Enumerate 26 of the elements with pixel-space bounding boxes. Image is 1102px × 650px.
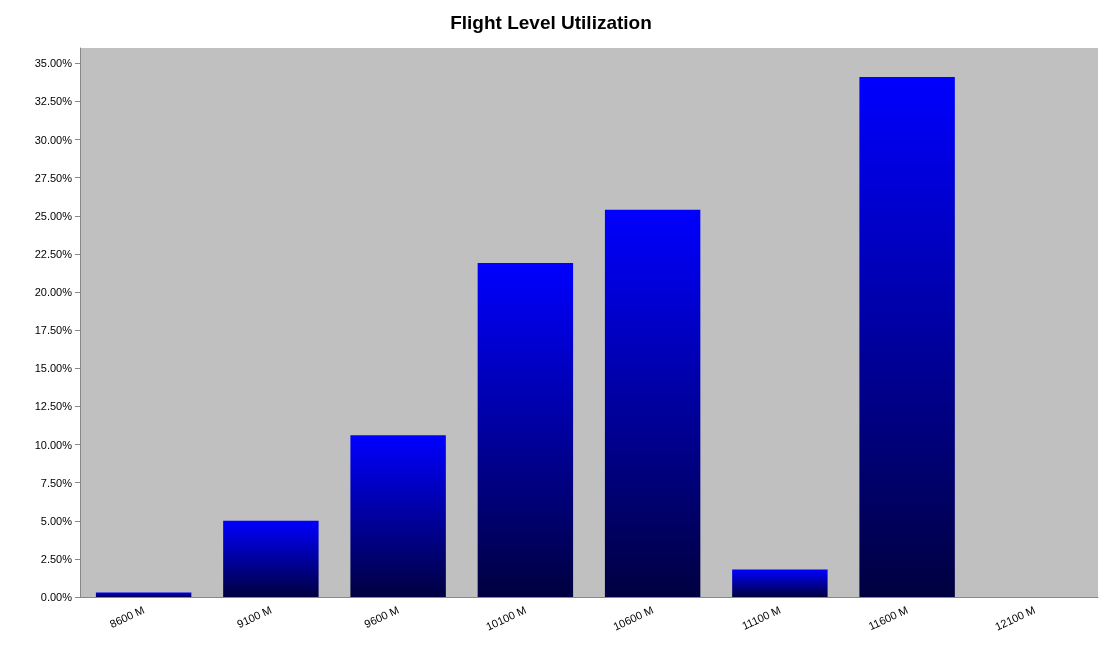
x-tick-label: 8600 M — [107, 603, 147, 630]
y-tick-label: 2.50% — [40, 552, 73, 565]
y-tick-label: 35.00% — [34, 57, 73, 70]
y-tick-label: 27.50% — [34, 171, 73, 184]
y-tick-label: 20.00% — [34, 286, 73, 298]
x-tick-label: 9100 M — [235, 603, 274, 630]
bar — [604, 209, 701, 597]
bar — [732, 569, 828, 597]
x-tick-label: 9600 M — [362, 603, 401, 630]
y-tick-label: 22.50% — [34, 247, 73, 260]
y-tick-label: 0.00% — [40, 591, 73, 603]
bar — [859, 76, 955, 597]
bar — [477, 263, 574, 597]
y-tick-label: 30.00% — [34, 133, 73, 146]
y-tick-label: 17.50% — [34, 324, 73, 337]
bar — [95, 592, 192, 597]
y-tick-label: 15.00% — [34, 362, 73, 375]
y-tick-label: 10.00% — [34, 438, 73, 451]
y-tick-label: 25.00% — [34, 209, 73, 222]
bar — [350, 435, 446, 597]
y-tick-label: 32.50% — [34, 95, 73, 108]
y-tick-label: 5.00% — [40, 514, 73, 527]
chart-title: Flight Level Utilization — [450, 12, 652, 33]
y-tick-label: 12.50% — [34, 400, 73, 413]
bar — [223, 520, 319, 597]
y-tick-label: 7.50% — [40, 476, 73, 489]
